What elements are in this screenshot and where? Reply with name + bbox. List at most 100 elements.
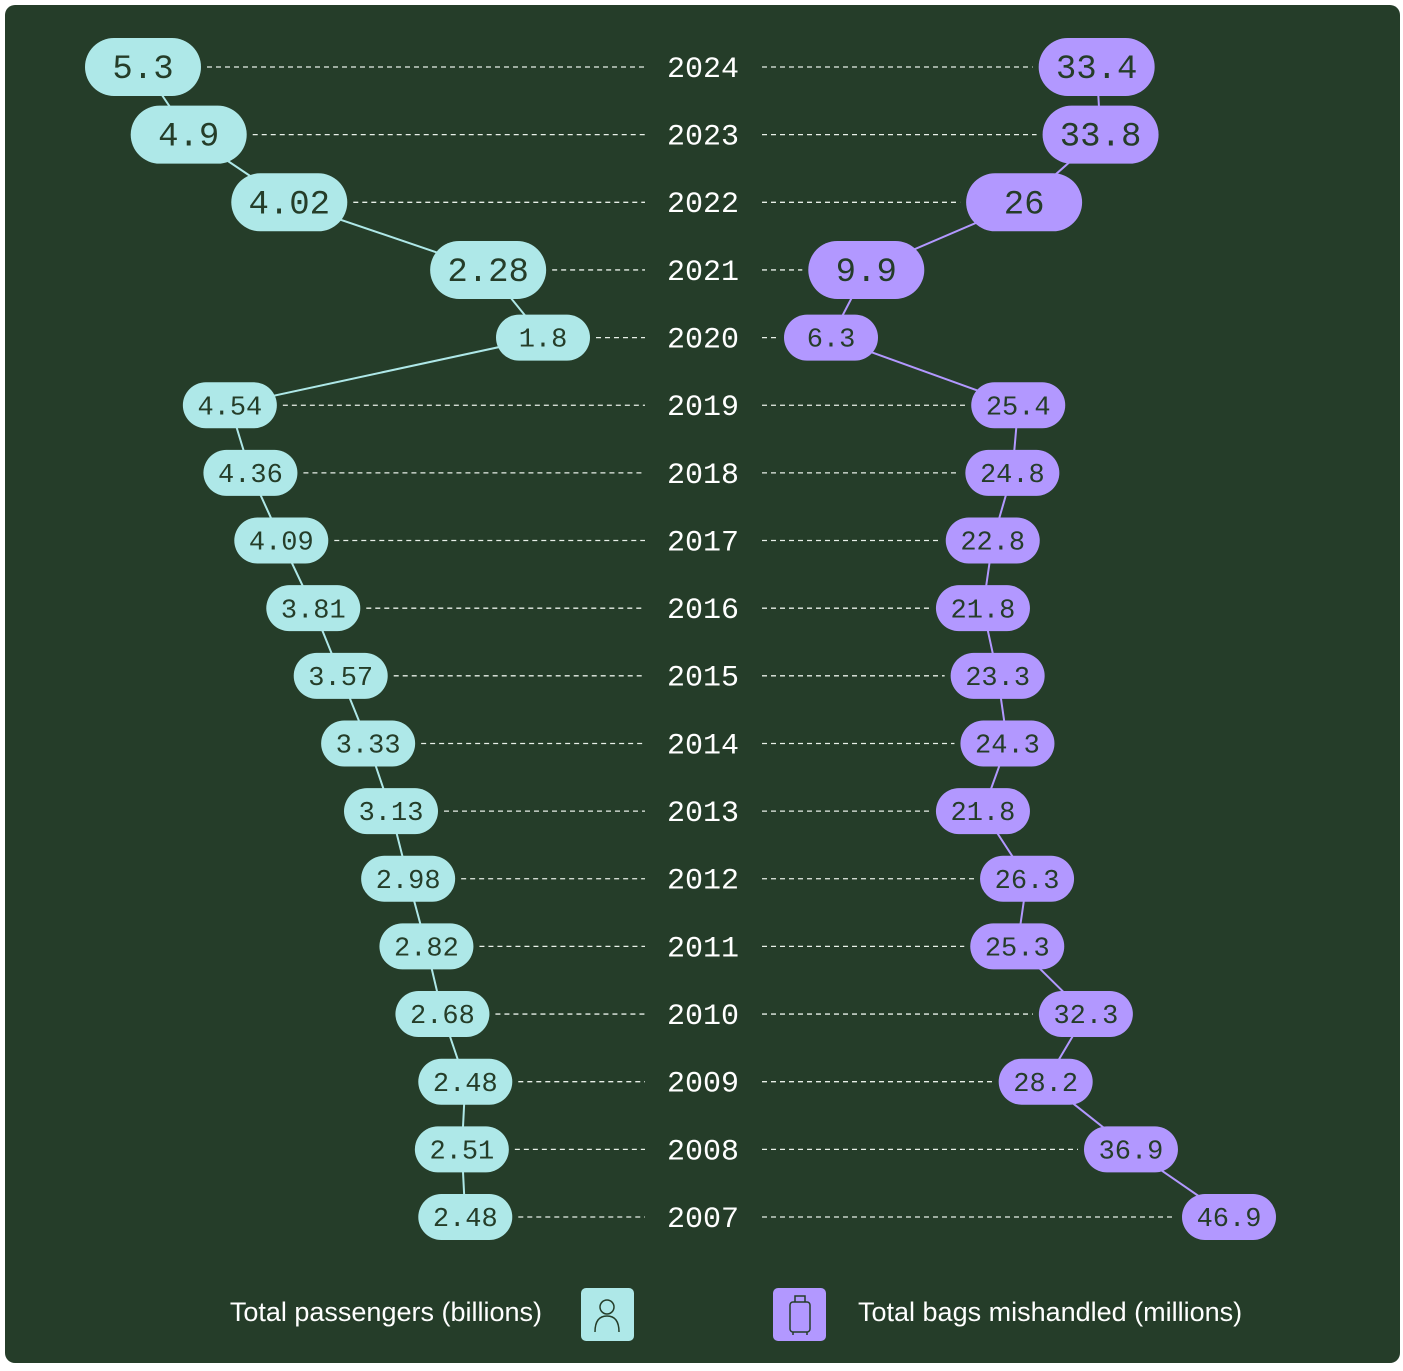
value-label: 2.98 — [376, 867, 441, 897]
value-label: 32.3 — [1053, 1002, 1118, 1032]
value-pill — [998, 1058, 1093, 1105]
year-label: 2011 — [667, 932, 739, 966]
legend-swatch — [773, 1288, 826, 1341]
value-pill — [395, 991, 490, 1038]
year-label: 2013 — [667, 797, 739, 831]
value-label: 36.9 — [1099, 1137, 1164, 1167]
value-pill — [430, 240, 547, 299]
value-pill — [950, 652, 1045, 699]
value-pill — [418, 1058, 513, 1105]
year-label: 2012 — [667, 865, 739, 899]
value-pill — [414, 1126, 509, 1173]
value-pill — [980, 855, 1075, 902]
value-pill — [234, 517, 329, 564]
year-label: 2022 — [667, 188, 739, 222]
value-pill — [361, 855, 456, 902]
year-label: 2019 — [667, 391, 739, 425]
person-icon — [599, 1299, 615, 1315]
value-label: 3.33 — [336, 732, 401, 762]
value-pill — [85, 38, 201, 96]
bag-icon — [789, 1301, 811, 1333]
value-label: 21.8 — [951, 596, 1016, 626]
value-label: 5.3 — [112, 51, 173, 89]
value-pill — [960, 720, 1055, 767]
value-label: 22.8 — [960, 529, 1025, 559]
value-label: 6.3 — [807, 326, 856, 356]
value-pill — [808, 240, 925, 299]
value-label: 2.28 — [447, 254, 529, 292]
value-pill — [1042, 105, 1159, 164]
value-pill — [1038, 38, 1155, 96]
value-pill — [965, 449, 1060, 496]
value-label: 46.9 — [1197, 1205, 1262, 1235]
value-pill — [379, 923, 474, 970]
value-label: 25.4 — [986, 393, 1051, 423]
legend-label: Total passengers (billions) — [230, 1297, 542, 1327]
value-label: 25.3 — [985, 935, 1050, 965]
year-label: 2023 — [667, 121, 739, 155]
value-label: 3.13 — [359, 799, 424, 829]
value-pill — [496, 314, 590, 361]
value-pill — [231, 173, 348, 232]
value-label: 26.3 — [995, 867, 1060, 897]
year-label: 2021 — [667, 256, 739, 290]
legend-icon — [581, 1288, 634, 1341]
value-pill — [935, 788, 1030, 835]
value-pill — [1182, 1194, 1276, 1240]
value-pill — [344, 788, 438, 835]
year-label: 2017 — [667, 526, 739, 560]
value-label: 1.8 — [519, 326, 568, 356]
person-icon — [594, 1315, 620, 1333]
value-pill — [418, 1194, 513, 1240]
value-label: 33.8 — [1060, 119, 1142, 157]
value-label: 23.3 — [965, 664, 1030, 694]
year-label: 2008 — [667, 1135, 739, 1169]
year-label: 2009 — [667, 1068, 739, 1102]
value-label: 3.81 — [281, 596, 346, 626]
year-label: 2010 — [667, 1000, 739, 1034]
year-label: 2007 — [667, 1203, 739, 1237]
value-label: 4.09 — [249, 529, 314, 559]
value-pill — [971, 382, 1066, 429]
value-pill — [784, 314, 878, 361]
value-pill — [203, 449, 298, 496]
value-label: 28.2 — [1013, 1070, 1078, 1100]
value-label: 24.8 — [980, 461, 1045, 491]
value-label: 4.02 — [248, 186, 330, 224]
value-pill — [130, 105, 247, 164]
year-label: 2018 — [667, 459, 739, 493]
value-label: 33.4 — [1056, 51, 1138, 89]
value-pill — [1083, 1126, 1178, 1173]
value-label: 24.3 — [975, 732, 1040, 762]
year-label: 2020 — [667, 324, 739, 358]
legend-icon — [773, 1288, 826, 1341]
value-label: 2.48 — [433, 1205, 498, 1235]
value-pill — [970, 923, 1065, 970]
value-label: 2.82 — [394, 935, 459, 965]
value-pill — [945, 517, 1040, 564]
bag-icon — [792, 1295, 808, 1335]
value-label: 26 — [1004, 186, 1045, 224]
value-pill — [321, 720, 416, 767]
year-label: 2014 — [667, 729, 739, 763]
value-label: 21.8 — [951, 799, 1016, 829]
value-label: 9.9 — [836, 254, 897, 292]
year-label: 2024 — [667, 53, 739, 87]
year-label: 2016 — [667, 594, 739, 628]
value-pill — [966, 173, 1083, 232]
value-label: 2.48 — [433, 1070, 498, 1100]
value-pill — [1038, 991, 1133, 1038]
value-pill — [182, 382, 277, 429]
year-label: 2015 — [667, 662, 739, 696]
value-label: 2.51 — [429, 1137, 494, 1167]
value-label: 4.54 — [197, 393, 262, 423]
value-pill — [935, 585, 1030, 632]
value-label: 3.57 — [308, 664, 373, 694]
value-label: 4.9 — [158, 119, 219, 157]
legend-label: Total bags mishandled (millions) — [858, 1297, 1242, 1327]
value-label: 2.68 — [410, 1002, 475, 1032]
value-pill — [266, 585, 361, 632]
value-label: 4.36 — [218, 461, 283, 491]
value-pill — [293, 652, 388, 699]
